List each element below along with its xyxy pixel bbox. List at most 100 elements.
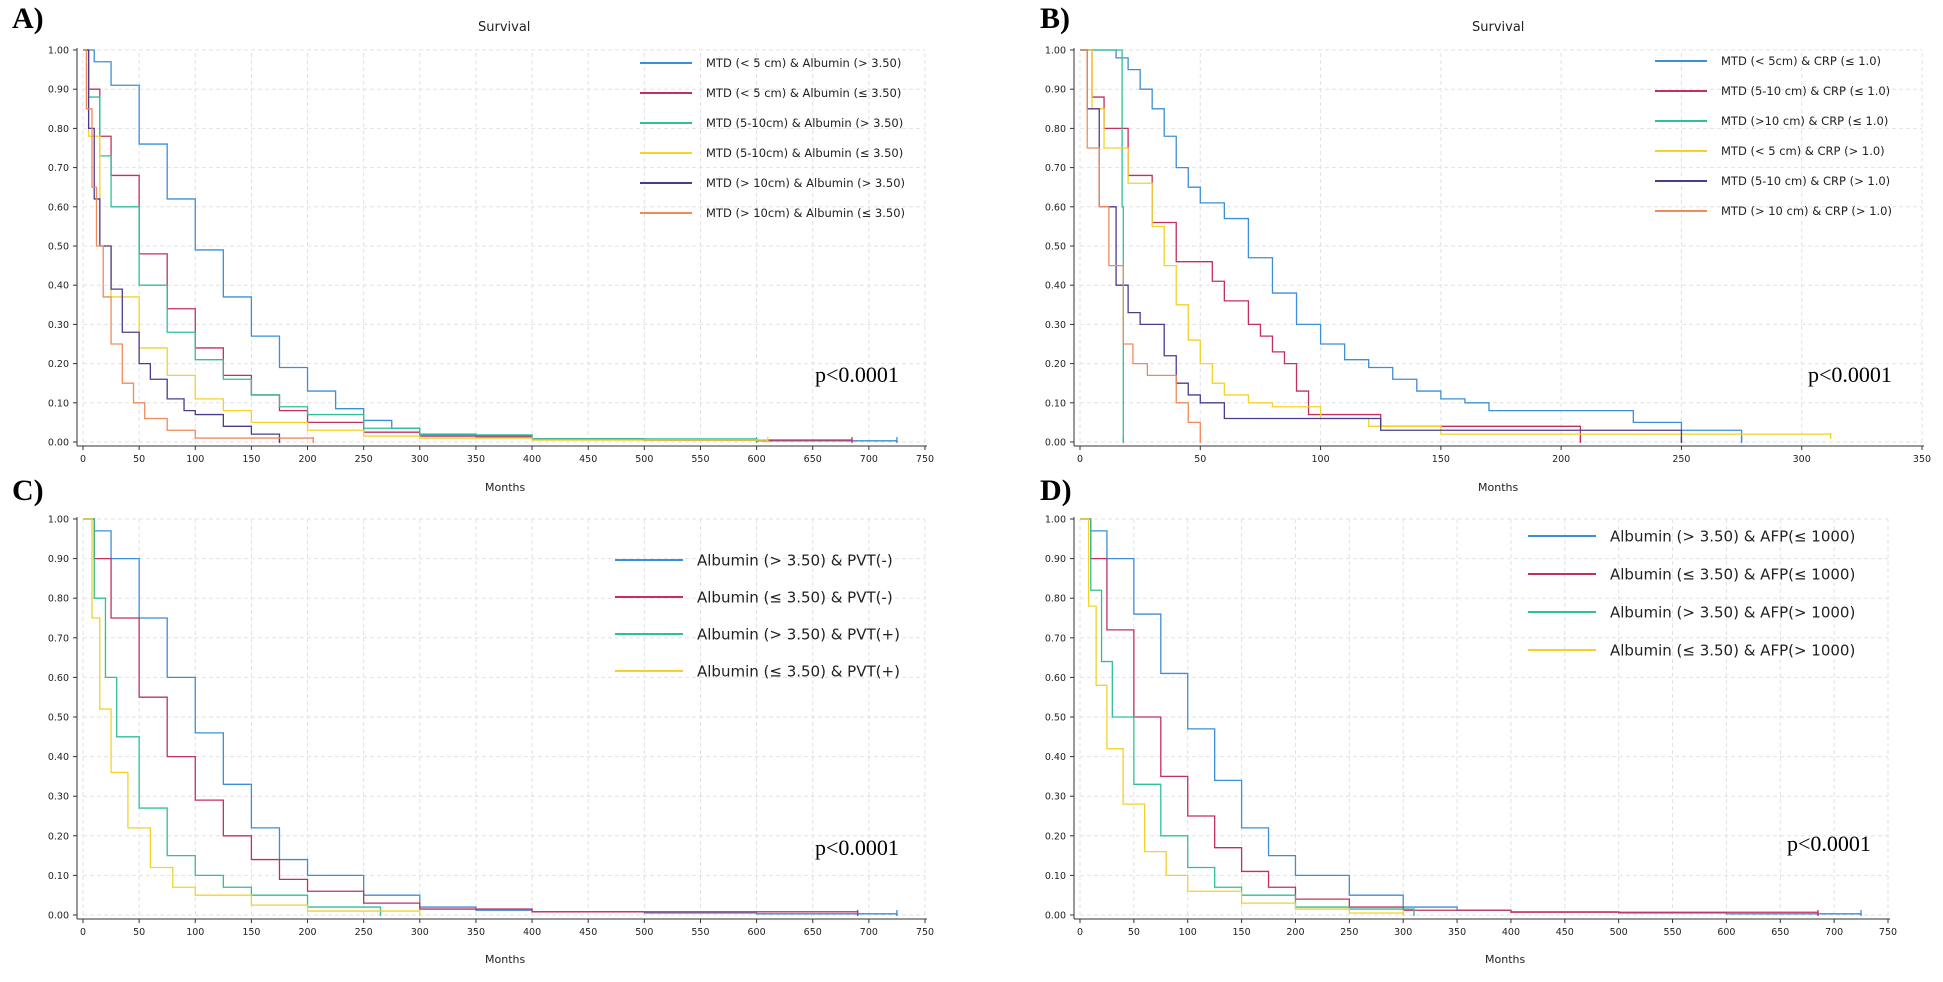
y-tick-label: 1.00 (48, 515, 69, 526)
x-tick-label: 600 (748, 927, 766, 938)
x-tick-label: 350 (1448, 927, 1466, 938)
legend-label: MTD (5-10cm) & Albumin (> 3.50) (706, 116, 903, 130)
y-tick-label: 0.40 (1045, 281, 1066, 292)
x-tick-label: 150 (1233, 927, 1251, 938)
legend-label: Albumin (> 3.50) & PVT(+) (697, 625, 900, 643)
x-tick-label: 400 (1502, 927, 1520, 938)
y-tick-label: 0.40 (48, 281, 69, 292)
legend-label: MTD (5-10cm) & Albumin (≤ 3.50) (706, 146, 903, 160)
x-tick-label: 500 (635, 927, 653, 938)
x-tick-label: 200 (1286, 927, 1304, 938)
x-tick-label: 550 (691, 927, 709, 938)
series-line-6 (1080, 49, 1201, 442)
y-tick-label: 1.00 (1045, 515, 1066, 526)
x-tick-label: 50 (1128, 927, 1140, 938)
y-tick-label: 0.20 (1045, 359, 1066, 370)
x-tick-label: 0 (80, 927, 86, 938)
x-tick-label: 450 (1556, 927, 1574, 938)
x-tick-label: 200 (1552, 454, 1570, 465)
y-tick-label: 0.60 (1045, 673, 1066, 684)
x-tick-label: 750 (916, 927, 934, 938)
x-tick-label: 350 (467, 927, 485, 938)
x-tick-label: 750 (1879, 927, 1897, 938)
x-tick-label: 350 (467, 454, 485, 465)
x-tick-label: 400 (523, 927, 541, 938)
y-tick-label: 0.70 (1045, 163, 1066, 174)
x-tick-label: 300 (411, 454, 429, 465)
series-line-3 (1080, 518, 1415, 915)
x-tick-label: 100 (186, 927, 204, 938)
y-tick-label: 0.50 (48, 713, 69, 724)
panel-letter: D) (1040, 474, 1072, 507)
x-tick-label: 650 (804, 927, 822, 938)
x-tick-label: 150 (242, 454, 260, 465)
legend-label: Albumin (≤ 3.50) & PVT(-) (697, 588, 893, 606)
panel-c: C) 0.00 0.10 0.20 0.30 0.40 0.50 0.60 0.70 0.80 0… (0, 474, 970, 982)
y-tick-label: 0.00 (1045, 911, 1066, 922)
chart-title: Survival (478, 20, 531, 35)
legend-label: Albumin (> 3.50) & AFP(> 1000) (1610, 603, 1855, 621)
x-tick-label: 450 (579, 454, 597, 465)
series-line-1 (1080, 49, 1743, 442)
legend-label: Albumin (≤ 3.50) & PVT(+) (697, 662, 900, 680)
y-tick-label: 0.60 (1045, 202, 1066, 213)
x-tick-label: 300 (1793, 454, 1811, 465)
p-value: p<0.0001 (1787, 831, 1871, 856)
x-tick-label: 550 (1663, 927, 1681, 938)
panel-d: D) 0.00 0.10 0.20 0.30 0.40 0.50 0.60 0.70 0.80 0… (1000, 474, 1943, 982)
x-tick-label: 700 (1825, 927, 1843, 938)
y-tick-label: 0.10 (48, 398, 69, 409)
legend-label: Albumin (> 3.50) & PVT(-) (697, 551, 893, 569)
x-tick-label: 200 (298, 454, 316, 465)
p-value: p<0.0001 (815, 362, 899, 387)
y-tick-label: 0.60 (48, 673, 69, 684)
y-tick-label: 0.30 (48, 320, 69, 331)
p-value: p<0.0001 (1808, 362, 1892, 387)
legend-label: MTD (>10 cm) & CRP (≤ 1.0) (1721, 114, 1888, 128)
panel-letter: C) (12, 474, 44, 507)
legend-label: Albumin (> 3.50) & AFP(≤ 1000) (1610, 527, 1855, 545)
y-tick-label: 0.50 (1045, 713, 1066, 724)
y-tick-label: 0.00 (48, 911, 69, 922)
x-tick-label: 500 (635, 454, 653, 465)
x-tick-label: 250 (355, 454, 373, 465)
legend-label: MTD (5-10 cm) & CRP (> 1.0) (1721, 174, 1890, 188)
x-tick-label: 700 (860, 927, 878, 938)
legend-label: Albumin (≤ 3.50) & AFP(> 1000) (1610, 641, 1855, 659)
x-tick-label: 0 (1077, 927, 1083, 938)
series-line-4 (83, 518, 421, 915)
x-tick-label: 750 (916, 454, 934, 465)
series-line-3 (83, 518, 382, 915)
y-tick-label: 0.70 (1045, 633, 1066, 644)
series-line-3 (1080, 49, 1124, 442)
legend-label: MTD (> 10cm) & Albumin (≤ 3.50) (706, 206, 905, 220)
y-tick-label: 0.90 (1045, 554, 1066, 565)
x-tick-label: 100 (1312, 454, 1330, 465)
x-tick-label: 600 (748, 454, 766, 465)
y-tick-label: 0.30 (1045, 320, 1066, 331)
legend-label: Albumin (≤ 3.50) & AFP(≤ 1000) (1610, 565, 1855, 583)
y-tick-label: 0.90 (1045, 85, 1066, 96)
legend-label: MTD (< 5 cm) & Albumin (≤ 3.50) (706, 86, 901, 100)
y-tick-label: 0.30 (1045, 792, 1066, 803)
x-tick-label: 250 (355, 927, 373, 938)
chart-title: Survival (1472, 20, 1525, 35)
x-tick-label: 600 (1717, 927, 1735, 938)
x-tick-label: 200 (298, 927, 316, 938)
x-tick-label: 50 (1194, 454, 1206, 465)
x-axis-label: Months (485, 481, 526, 494)
series-line-3 (83, 49, 758, 442)
series-line-4 (1080, 49, 1832, 439)
series-line-6 (83, 49, 314, 442)
p-value: p<0.0001 (815, 835, 899, 860)
x-axis-label: Months (1478, 481, 1519, 494)
y-tick-label: 0.20 (1045, 831, 1066, 842)
x-tick-label: 250 (1340, 927, 1358, 938)
y-tick-label: 1.00 (1045, 46, 1066, 57)
y-tick-label: 0.00 (1045, 438, 1066, 449)
panel-letter: A) (12, 2, 44, 35)
x-tick-label: 0 (1077, 454, 1083, 465)
x-tick-label: 0 (80, 454, 86, 465)
y-tick-label: 0.70 (48, 633, 69, 644)
x-tick-label: 650 (804, 454, 822, 465)
